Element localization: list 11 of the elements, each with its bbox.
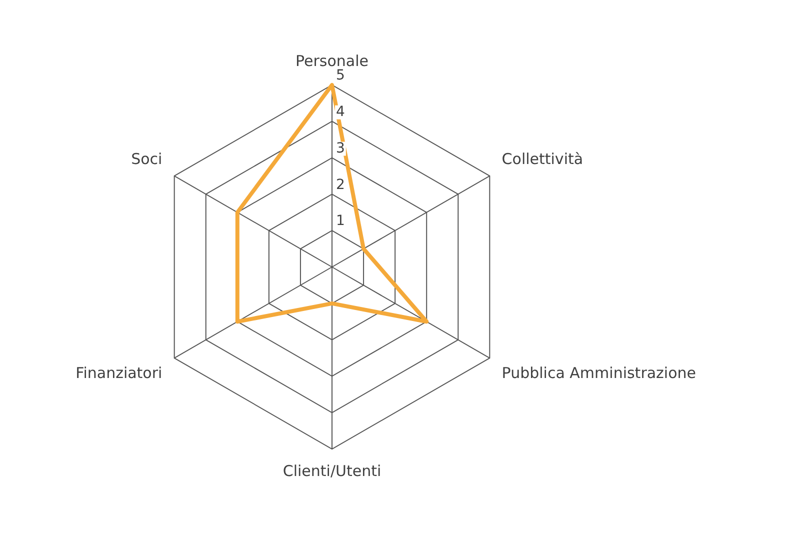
y-tick-label: 4 [336,104,345,120]
y-tick-label: 2 [336,176,345,193]
spoke-label: Personale [296,52,368,70]
spoke-label: Finanziatori [76,364,162,382]
spoke-label: Pubblica Amministrazione [502,364,696,382]
y-tick-label: 5 [336,68,345,84]
y-tick-label: 1 [336,213,345,230]
spoke-label: Soci [131,150,162,168]
y-tick-label: 3 [336,140,345,156]
spoke-label: Collettività [502,150,584,168]
spoke-label: Clienti/Utenti [282,462,382,480]
